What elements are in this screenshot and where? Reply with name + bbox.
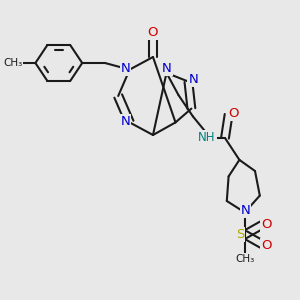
Text: O: O [261, 238, 272, 252]
Text: NH: NH [198, 131, 216, 144]
Text: O: O [148, 26, 158, 40]
Text: N: N [121, 62, 130, 75]
Text: S: S [236, 228, 244, 241]
Text: N: N [241, 204, 250, 218]
Text: O: O [261, 218, 272, 231]
Text: CH₃: CH₃ [235, 254, 254, 264]
Text: O: O [228, 107, 238, 120]
Text: N: N [162, 62, 172, 75]
Text: N: N [121, 115, 130, 128]
Text: N: N [188, 73, 198, 86]
Text: CH₃: CH₃ [3, 58, 22, 68]
